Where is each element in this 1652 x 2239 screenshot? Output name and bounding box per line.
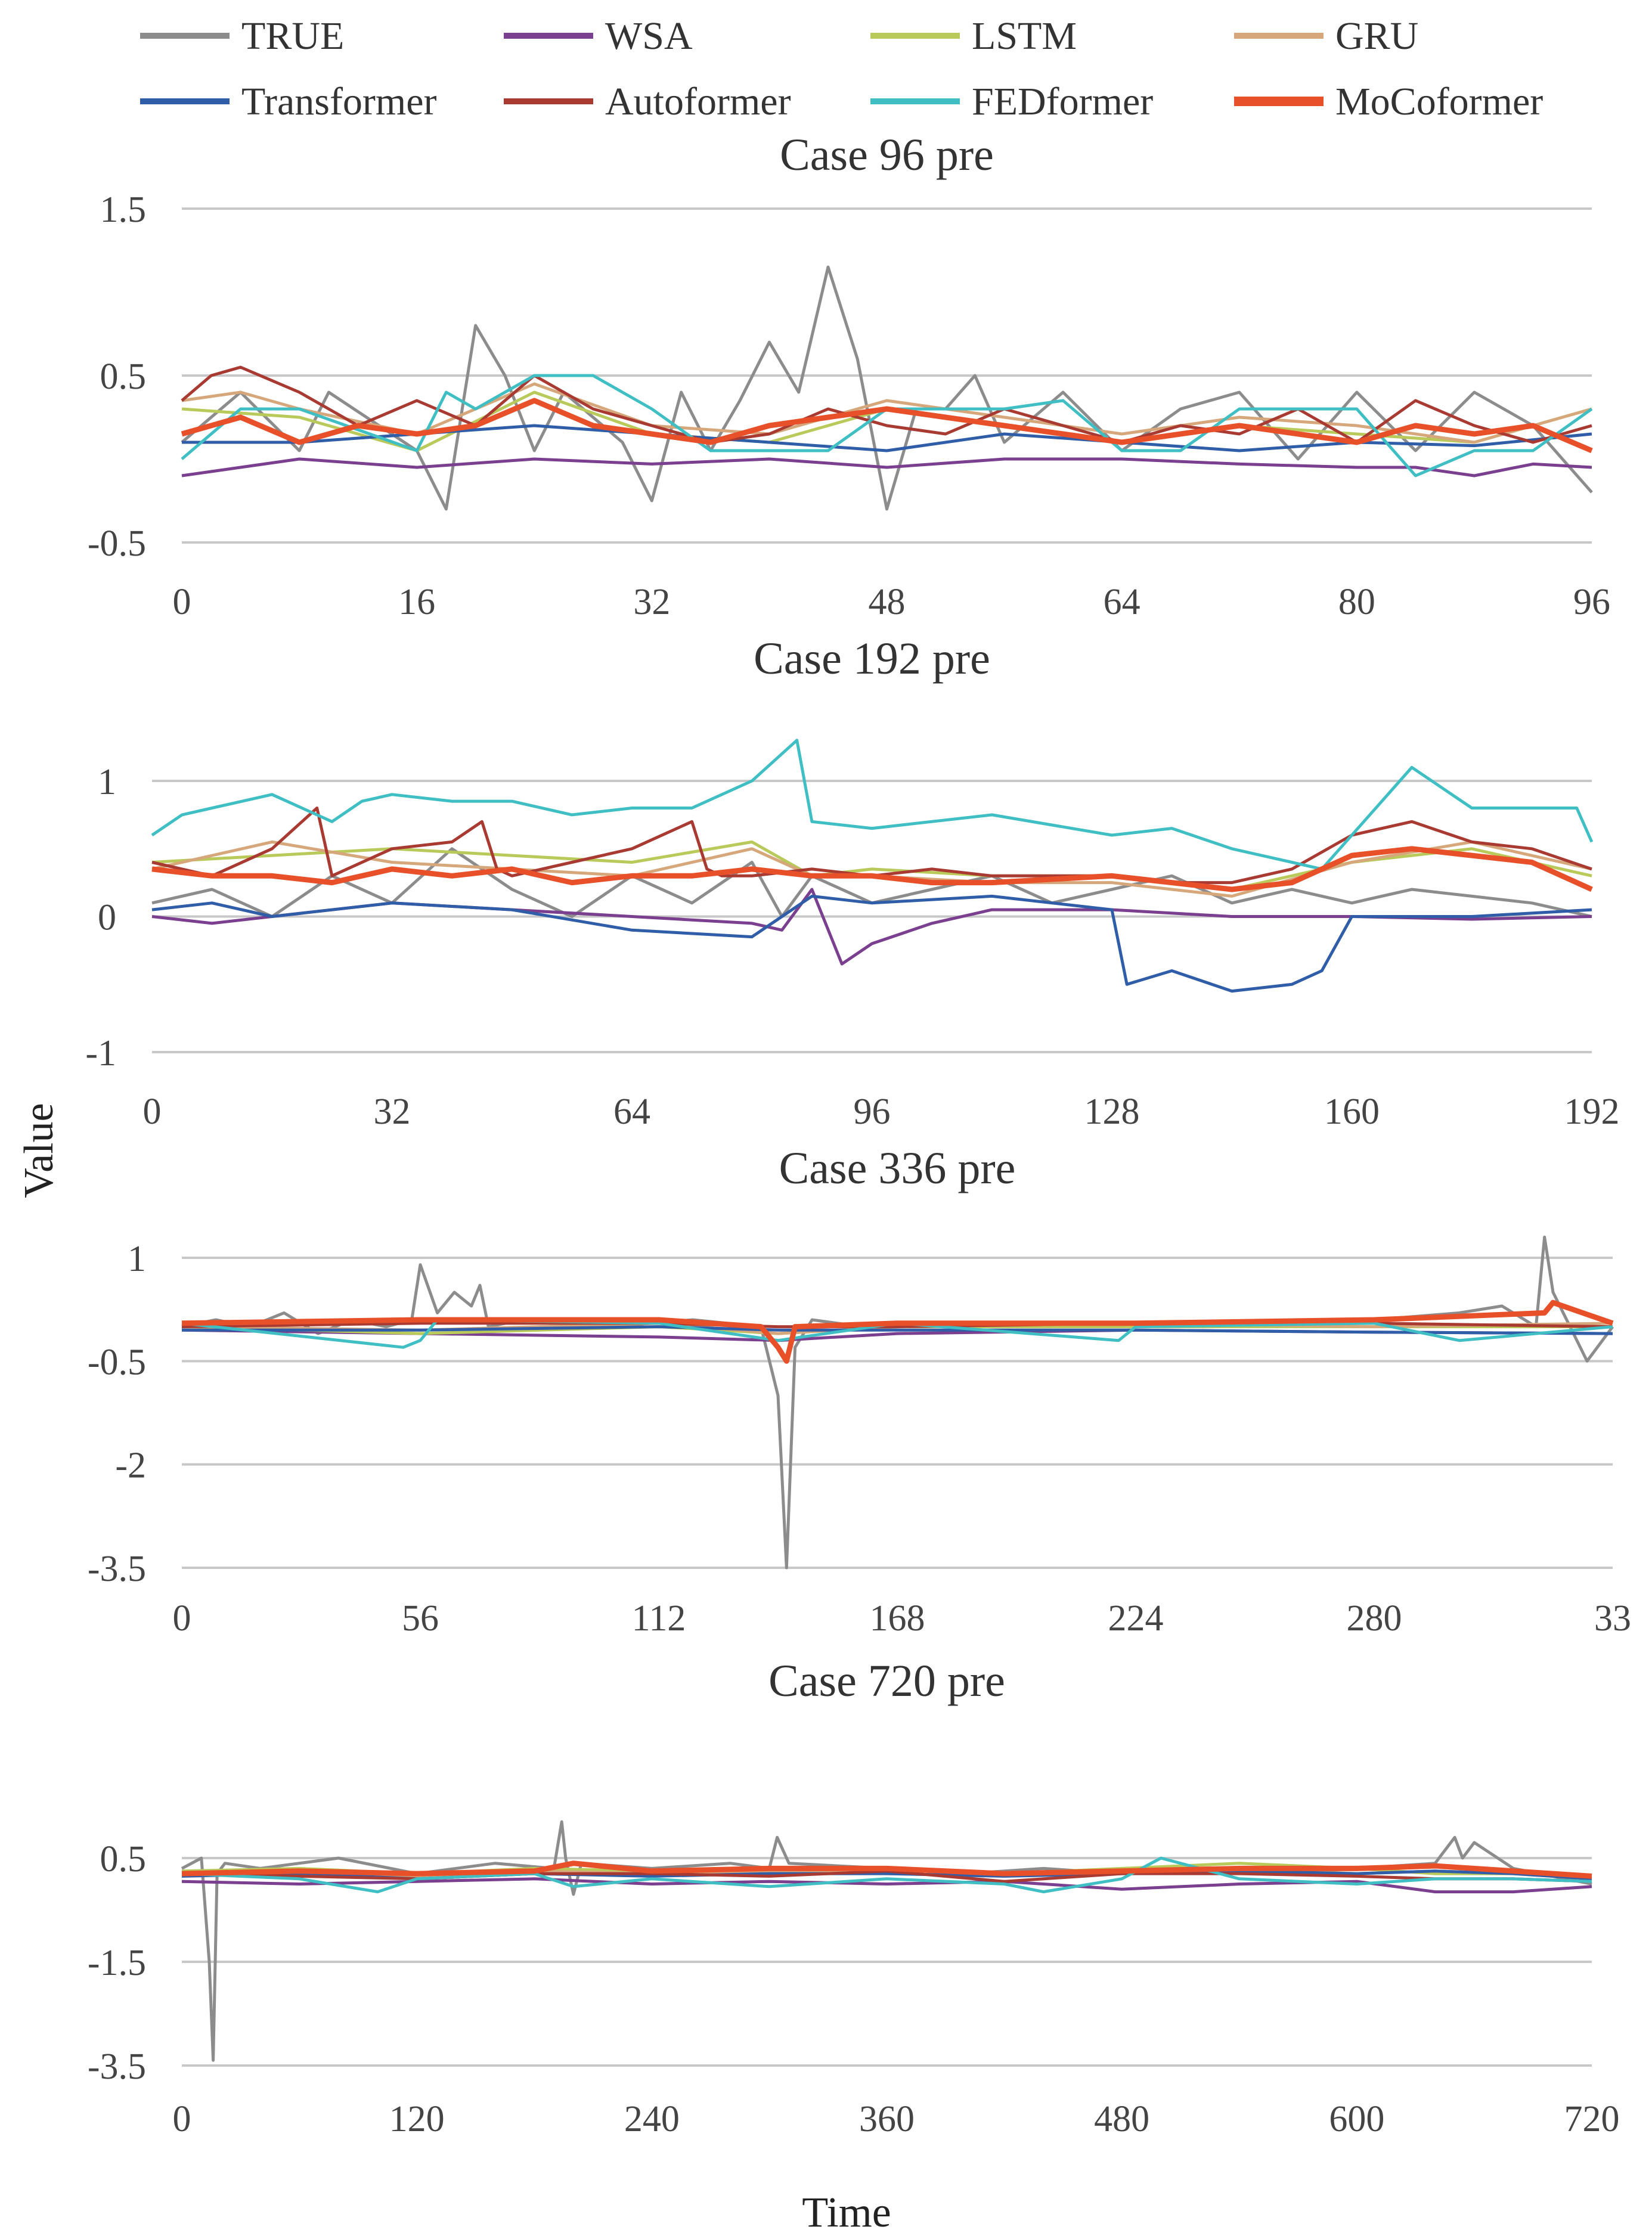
legend-label-transformer: Transformer [241, 80, 437, 123]
x-tick-label: 0 [173, 1598, 191, 1639]
chart-panel-2: Case 192 pre 1 0 -1 0 32 64 96 128 160 192 [85, 634, 1619, 1132]
series-line-true [181, 1235, 1614, 1570]
x-tick-label: 160 [1324, 1091, 1380, 1132]
chart-panel-4: Case 720 pre 0.5 -1.5 -3.5 0 120 240 360 480 600 7… [88, 1656, 1620, 2139]
x-tick-label: 224 [1108, 1598, 1164, 1639]
y-tick-label: -0.5 [88, 523, 146, 564]
y-tick-label: 1 [128, 1239, 146, 1279]
x-tick-label: 168 [870, 1598, 925, 1639]
series-line-transformer [182, 1325, 1613, 1335]
y-tick-label: -1 [85, 1033, 116, 1074]
series-line-mocoformer [151, 846, 1593, 892]
chart-title: Case 96 pre [780, 130, 994, 180]
x-tick-label: 0 [143, 1091, 162, 1132]
series-line-mocoformer [181, 1860, 1592, 1879]
series-line-true [151, 847, 1592, 918]
x-tick-label: 480 [1094, 2099, 1149, 2139]
x-tick-label: 56 [402, 1598, 439, 1639]
y-tick-label: -0.5 [88, 1342, 146, 1382]
y-axis-label: Value [16, 1103, 62, 1198]
y-tick-label: 0.5 [100, 356, 147, 397]
y-tick-label: 1.5 [100, 190, 147, 230]
chart-title: Case 192 pre [754, 634, 990, 684]
series-line-wsa [151, 888, 1592, 966]
y-tick-label: 1 [98, 762, 116, 802]
x-tick-label: 112 [632, 1598, 686, 1639]
series-line-autoformer [181, 365, 1592, 444]
x-tick-label: 192 [1564, 1091, 1620, 1132]
legend-label-autoformer: Autoformer [605, 80, 791, 123]
series-line-lstm [151, 840, 1592, 891]
series-line-transformer [151, 894, 1592, 993]
x-tick-label: 360 [859, 2099, 915, 2139]
x-tick-label: 128 [1084, 1091, 1140, 1132]
y-tick-label: 0 [98, 898, 116, 938]
series-line-true [181, 265, 1593, 511]
x-tick-label: 48 [869, 582, 906, 622]
x-axis-label: Time [802, 2188, 891, 2236]
x-tick-label: 240 [624, 2099, 680, 2139]
x-tick-label: 33 [1594, 1598, 1631, 1639]
chart-title: Case 720 pre [768, 1656, 1005, 1706]
series-line-fedformer [151, 739, 1594, 871]
legend-label-true: TRUE [241, 14, 344, 58]
y-tick-label: -2 [115, 1446, 146, 1486]
chart-panel-3: Case 336 pre 1 -0.5 -2 -3.5 0 56 112 168 224 280 33 [88, 1143, 1631, 1639]
y-tick-label: 0.5 [100, 1839, 147, 1880]
x-tick-label: 0 [173, 2099, 191, 2139]
chart-title: Case 336 pre [779, 1143, 1016, 1193]
x-tick-label: 80 [1338, 582, 1375, 622]
series-line-mocoformer [181, 398, 1593, 454]
legend: TRUE WSA LSTM GRU Transformer Autoformer FEDfo… [140, 14, 1543, 123]
x-tick-label: 16 [398, 582, 435, 622]
y-tick-label: -3.5 [88, 1549, 146, 1589]
x-tick-label: 64 [1104, 582, 1140, 622]
legend-label-fedformer: FEDformer [972, 80, 1153, 123]
series-line-wsa [181, 457, 1592, 477]
x-tick-label: 120 [389, 2099, 445, 2139]
x-tick-label: 64 [613, 1091, 650, 1132]
legend-label-wsa: WSA [605, 14, 693, 58]
x-tick-label: 720 [1564, 2099, 1620, 2139]
y-tick-label: -3.5 [88, 2046, 146, 2087]
y-tick-label: -1.5 [88, 1943, 146, 1983]
x-tick-label: 0 [173, 582, 191, 622]
x-tick-label: 600 [1329, 2099, 1384, 2139]
x-tick-label: 280 [1347, 1598, 1402, 1639]
series-line-mocoformer [181, 1300, 1614, 1364]
legend-label-mocoformer: MoCoformer [1335, 80, 1543, 123]
x-tick-label: 96 [1573, 582, 1610, 622]
x-tick-label: 32 [633, 582, 670, 622]
legend-label-lstm: LSTM [972, 14, 1077, 58]
series-line-fedformer [181, 1318, 1613, 1349]
series-line-autoformer [151, 807, 1592, 885]
x-tick-label: 32 [374, 1091, 411, 1132]
x-tick-label: 96 [854, 1091, 891, 1132]
chart-panel-1: Case 96 pre 1.5 0.5 -0.5 0 16 32 48 64 80 96 [88, 130, 1610, 622]
legend-label-gru: GRU [1335, 14, 1418, 58]
series-line-fedformer [181, 1856, 1592, 1894]
